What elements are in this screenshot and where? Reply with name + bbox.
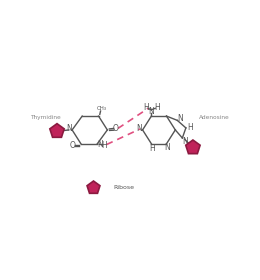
Polygon shape [87,181,100,193]
Text: N: N [183,137,188,146]
Text: N: N [148,107,154,116]
Text: O: O [113,124,119,133]
Text: CH₃: CH₃ [96,106,107,111]
Polygon shape [50,124,64,137]
Text: Thymidine: Thymidine [30,115,61,120]
Text: Ribose: Ribose [114,185,135,190]
Text: H: H [154,102,160,111]
Text: H: H [149,144,154,153]
Text: H: H [101,141,107,150]
Text: O: O [70,141,76,150]
Text: Adenosine: Adenosine [199,115,230,120]
Text: N: N [66,124,72,134]
Text: N: N [98,140,103,149]
Text: N: N [164,143,170,152]
Polygon shape [186,140,200,154]
Text: N: N [178,114,184,123]
Text: H: H [187,123,193,132]
Text: H: H [143,102,149,111]
Text: N: N [136,124,142,133]
